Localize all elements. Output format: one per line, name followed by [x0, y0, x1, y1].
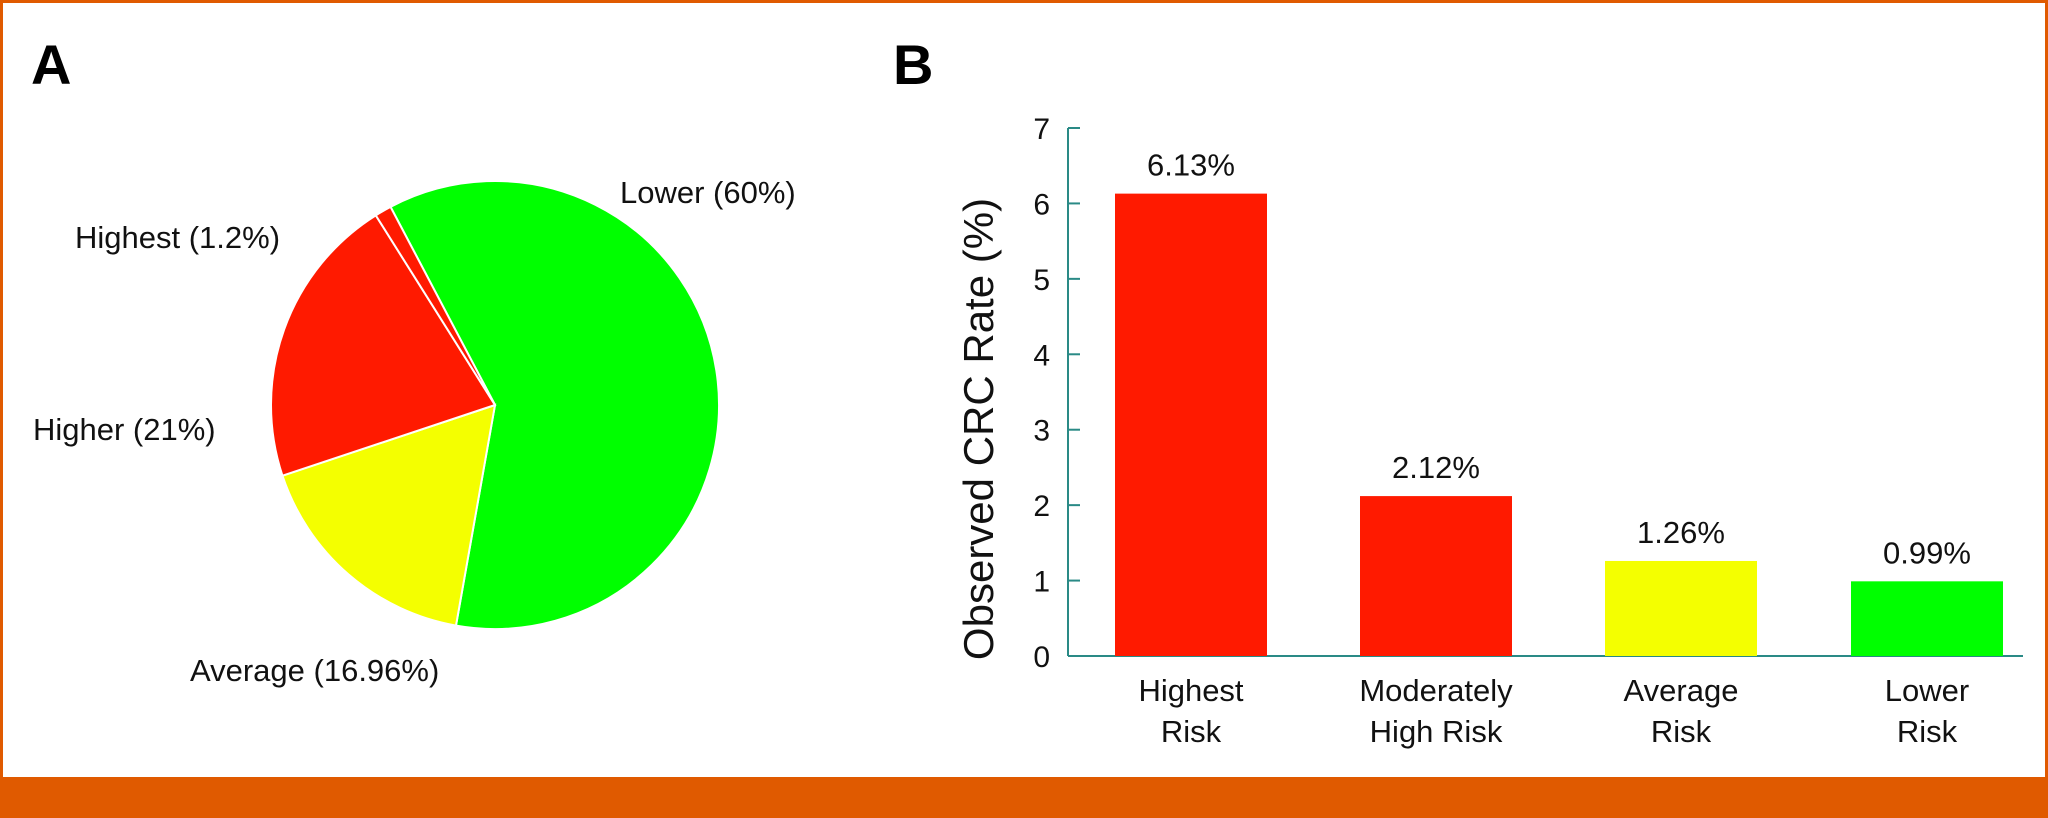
- y-tick-label: 2: [1033, 490, 1050, 523]
- x-tick-label: Risk: [1651, 714, 1712, 749]
- bar-4-value-label: 0.99%: [1883, 535, 1971, 570]
- pie-slice-higher: [270, 213, 497, 477]
- bar-3-value-label: 1.26%: [1637, 515, 1725, 550]
- bar-chart: 0 1 2 3 4 5 6 7 Observed CRC Rate (%) 6.13% Highes…: [955, 113, 2023, 749]
- y-tick-label: 5: [1033, 264, 1050, 297]
- panel-b-label: B: [893, 33, 933, 96]
- y-tick-label: 0: [1033, 641, 1050, 674]
- pie-slice-highest-label: Highest (1.2%): [75, 220, 280, 255]
- x-tick-label: Average: [1624, 673, 1739, 708]
- pie-slice-higher-label: Higher (21%): [33, 412, 216, 447]
- pie-slice-average-label: Average (16.96%): [190, 653, 439, 688]
- x-tick-label: Risk: [1161, 714, 1222, 749]
- bar-2: [1360, 496, 1512, 656]
- y-tick-label: 6: [1033, 188, 1050, 221]
- x-tick-label: High Risk: [1370, 714, 1503, 749]
- bar-2-value-label: 2.12%: [1392, 450, 1480, 485]
- bar-4: [1851, 581, 2003, 656]
- x-tick-label: Risk: [1897, 714, 1958, 749]
- x-tick-label: Highest: [1138, 673, 1243, 708]
- pie-slice-average: [281, 403, 497, 627]
- pie-slice-lower: [389, 180, 720, 630]
- y-tick-label: 3: [1033, 415, 1050, 448]
- figure-canvas: A B Lower (60%) Average (16.96%) Higher (2…: [31, 33, 2023, 749]
- bar-1: [1115, 193, 1267, 656]
- pie-chart: Lower (60%) Average (16.96%) Higher (21%) H…: [33, 175, 796, 688]
- footer-bar: [3, 777, 2048, 815]
- y-tick-label: 1: [1033, 566, 1050, 599]
- y-axis-title: Observed CRC Rate (%): [955, 198, 1002, 660]
- y-tick-label: 7: [1033, 113, 1050, 146]
- x-tick-label: Lower: [1885, 673, 1969, 708]
- pie-slice-lower-label: Lower (60%): [620, 175, 796, 210]
- y-tick-label: 4: [1033, 339, 1050, 372]
- pie-slice-highest: [374, 205, 496, 406]
- panel-a-label: A: [31, 33, 71, 96]
- x-tick-label: Moderately: [1359, 673, 1513, 708]
- bar-3: [1605, 560, 1757, 656]
- bar-1-value-label: 6.13%: [1147, 148, 1235, 183]
